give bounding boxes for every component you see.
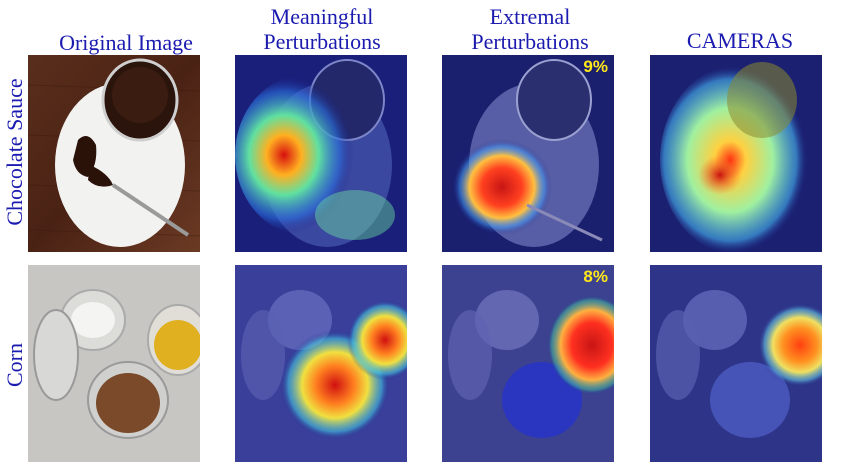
header-original-image: Original Image: [28, 30, 224, 55]
image-corn-original: [28, 265, 200, 462]
header-meaningful-line2: Perturbations: [263, 29, 381, 54]
heatmap-chocolate-meaningful: [235, 55, 407, 252]
header-meaningful-line1: Meaningful: [270, 4, 374, 29]
heatmap-chocolate-cameras: [650, 55, 822, 252]
heatmap-corn-extremal: 8%: [442, 265, 614, 462]
header-cameras-line1: CAMERAS: [686, 28, 794, 53]
heatmap-corn-meaningful: [235, 265, 407, 462]
header-extremal-line1: Extremal: [489, 4, 571, 29]
header-original-line1: Original Image: [59, 30, 193, 55]
heatmap-corn-cameras: [650, 265, 822, 462]
header-extremal-perturbations: Extremal Perturbations: [440, 4, 620, 54]
row-label-chocolate-sauce: Chocolate Sauce: [2, 78, 27, 226]
header-cameras: CAMERAS: [650, 28, 830, 53]
coverage-percent-corn: 8%: [583, 267, 608, 286]
heatmap-chocolate-extremal: 9%: [442, 55, 614, 252]
row-label-corn: Corn: [2, 343, 27, 387]
image-chocolate-original: [28, 55, 200, 252]
header-meaningful-perturbations: Meaningful Perturbations: [232, 4, 412, 54]
header-extremal-line2: Perturbations: [471, 29, 589, 54]
coverage-percent-chocolate: 9%: [583, 57, 608, 76]
